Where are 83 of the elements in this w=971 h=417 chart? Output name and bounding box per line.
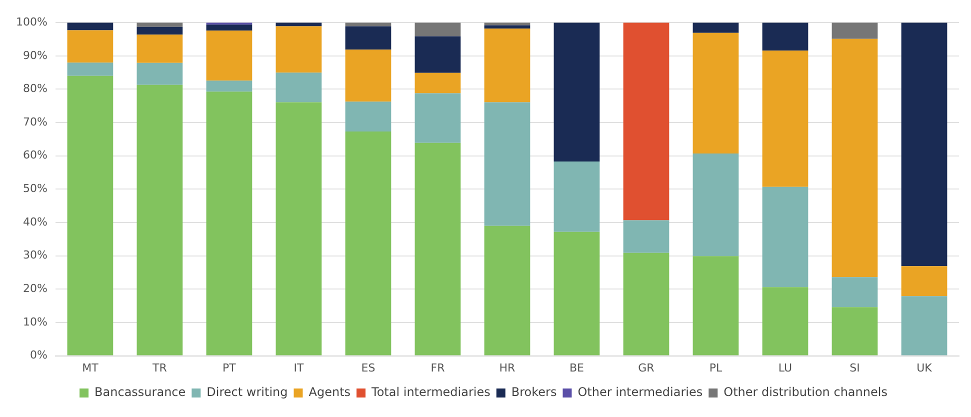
bar: [762, 186, 808, 288]
bar: [136, 26, 183, 35]
x-tick-label: SI: [850, 361, 860, 374]
bar: [484, 22, 530, 26]
bar: [692, 22, 739, 33]
y-tick-label: 20%: [22, 282, 48, 296]
bar: [276, 26, 322, 73]
bar: [67, 76, 114, 356]
x-tick-label: ES: [361, 361, 376, 374]
bar: [484, 226, 530, 356]
bar: [206, 92, 252, 356]
x-tick-label: UK: [916, 361, 933, 374]
x-tick-label: BE: [569, 361, 584, 374]
bar: [414, 142, 461, 356]
x-tick-label: IT: [294, 361, 304, 374]
y-tick-label: 90%: [22, 48, 48, 62]
bar: [206, 30, 252, 81]
bar: [345, 102, 392, 132]
y-tick-label: 70%: [22, 115, 48, 128]
bar: [554, 232, 600, 356]
bar: [554, 22, 600, 162]
bar: [762, 287, 808, 356]
bar: [901, 266, 948, 296]
legend-label: Brokers: [511, 385, 557, 400]
legend-label: Other intermediaries: [578, 385, 703, 400]
bar: [67, 62, 114, 76]
bar: [832, 38, 878, 278]
bar: [345, 26, 392, 50]
legend-label: Bancassurance: [94, 385, 186, 400]
y-tick-label: 60%: [22, 148, 48, 162]
bar: [692, 256, 739, 356]
bar: [762, 50, 808, 187]
bar: [623, 22, 670, 220]
bar: [762, 22, 808, 51]
y-tick-label: 80%: [22, 82, 48, 96]
bar: [276, 72, 322, 102]
bar: [414, 72, 461, 94]
bar: [345, 132, 392, 356]
y-tick-label: 50%: [22, 182, 48, 196]
legend-label: Direct writing: [206, 385, 288, 400]
bar: [276, 102, 322, 356]
bar: [692, 32, 739, 154]
legend-label: Total intermediaries: [370, 385, 490, 400]
bar: [484, 102, 530, 226]
bar: [414, 36, 461, 73]
x-tick-label: LU: [778, 361, 792, 374]
bar: [554, 162, 600, 232]
bar: [692, 154, 739, 256]
bar: [345, 22, 392, 26]
y-tick-label: 30%: [22, 248, 48, 262]
legend-label: Other distribution channels: [724, 385, 888, 400]
bar: [67, 22, 114, 30]
bar: [484, 28, 530, 102]
legend-label: Agents: [308, 385, 351, 400]
bar: [136, 62, 183, 85]
bar: [67, 30, 114, 63]
x-tick-label: HR: [499, 361, 516, 374]
y-tick-label: 0%: [30, 348, 48, 362]
bar: [414, 22, 461, 36]
x-tick-label: FR: [430, 361, 446, 374]
bar: [136, 22, 183, 27]
y-tick-label: 100%: [16, 15, 48, 28]
y-tick-label: 10%: [22, 315, 48, 328]
bar: [414, 93, 461, 143]
x-tick-label: GR: [638, 361, 655, 374]
bar: [901, 22, 948, 266]
bar: [345, 50, 392, 102]
bar: [136, 84, 183, 356]
bar: [832, 307, 878, 356]
bar: [901, 296, 948, 356]
bar: [206, 80, 252, 92]
x-tick-label: PT: [222, 361, 236, 374]
x-tick-label: MT: [82, 361, 99, 374]
y-tick-label: 40%: [22, 215, 48, 228]
bar: [832, 22, 878, 39]
bar: [206, 24, 252, 31]
bar: [832, 277, 878, 308]
x-tick-label: TR: [152, 361, 168, 374]
bar: [623, 252, 670, 356]
bar: [276, 22, 322, 26]
bar: [623, 220, 670, 253]
bar: [136, 34, 183, 63]
x-tick-label: PL: [709, 361, 723, 374]
